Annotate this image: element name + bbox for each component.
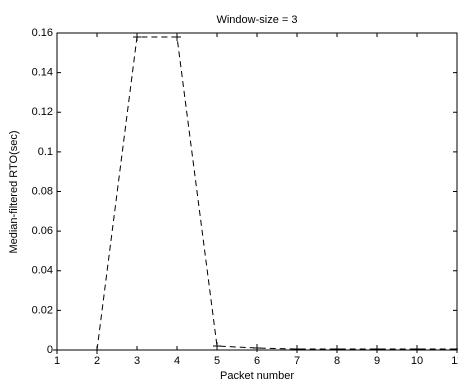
data-point [413, 345, 421, 354]
y-tick-label: 0.16 [32, 27, 53, 39]
data-point [133, 32, 141, 41]
y-axis-label: Median-filtered RTO(sec) [8, 130, 20, 253]
x-tick-label: 1 [54, 355, 60, 367]
y-tick-label: 0.1 [38, 146, 53, 158]
y-tick-label: 0.06 [32, 225, 53, 237]
x-tick-label: 4 [174, 355, 180, 367]
x-tick-label: 7 [294, 355, 300, 367]
data-line [57, 36, 457, 351]
y-tick-label: 0.08 [32, 185, 53, 197]
y-tick-label: 0.02 [32, 304, 53, 316]
x-tick-label: 10 [411, 355, 423, 367]
data-point [333, 345, 341, 354]
data-point [213, 342, 221, 351]
x-tick-label: 2 [94, 355, 100, 367]
x-tick-label: 5 [214, 355, 220, 367]
x-tick-label: 8 [334, 355, 340, 367]
x-tick-label: 11 [451, 355, 458, 367]
y-tick-label: 0.12 [32, 106, 53, 118]
data-point [93, 346, 101, 354]
y-tick-label: 0.04 [32, 265, 53, 277]
x-axis-label: Packet number [220, 370, 294, 382]
data-point [253, 344, 261, 353]
chart-title: Window-size = 3 [216, 14, 297, 26]
data-point [173, 32, 181, 41]
x-tick-label: 3 [134, 355, 140, 367]
data-point [53, 346, 61, 354]
x-tick-label: 9 [374, 355, 380, 367]
y-tick-label: 0.14 [32, 67, 53, 79]
data-point [293, 345, 301, 354]
y-tick-label: 0 [47, 344, 53, 356]
axes-box [56, 32, 458, 351]
data-point [453, 345, 458, 354]
data-point [373, 345, 381, 354]
x-tick-label: 6 [254, 355, 260, 367]
